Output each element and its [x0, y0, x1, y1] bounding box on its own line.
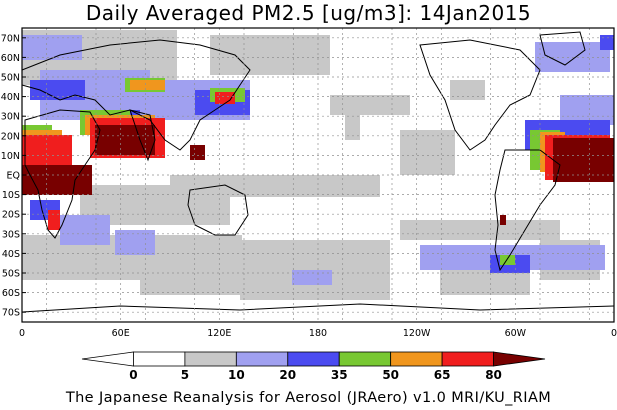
field-patch [22, 35, 82, 60]
lat-label: 70S [2, 308, 20, 319]
lon-label: 120W [403, 328, 431, 339]
lat-label: 50N [1, 73, 20, 84]
field-patch [330, 95, 410, 115]
field-patch [400, 130, 455, 175]
field-patch [140, 265, 240, 295]
coastline-antarctica [21, 303, 615, 313]
pm25-field-layer [22, 30, 614, 300]
colorbar-swatch [184, 351, 237, 367]
field-patch [30, 80, 85, 100]
colorbar-tick-label: 20 [279, 368, 296, 382]
field-patch [500, 255, 515, 265]
colorbar-tick-label: 50 [382, 368, 399, 382]
colorbar-tick-label: 5 [181, 368, 189, 382]
lat-label: 10S [2, 190, 20, 201]
lat-label: EQ [7, 171, 20, 182]
field-patch [210, 35, 330, 75]
colorbar-swatch [338, 351, 392, 367]
coastline-india [129, 109, 156, 162]
field-patch [95, 125, 155, 155]
coastline-south-america [494, 149, 561, 272]
field-patch [450, 80, 485, 100]
field-patch [553, 138, 614, 182]
field-patch [60, 215, 110, 245]
map-title: Daily Averaged PM2.5 [ug/m3]: 14Jan2015 [85, 1, 532, 25]
gridlines [21, 28, 615, 322]
coastline-greenland [539, 31, 586, 66]
field-patch [600, 35, 614, 50]
lat-label: 60S [2, 288, 20, 299]
field-patch [500, 215, 506, 225]
coastline-australia [187, 184, 249, 236]
field-patch [170, 175, 380, 197]
field-patch [345, 115, 360, 140]
lon-label: 180 [309, 328, 327, 339]
field-patch [292, 270, 332, 285]
latitude-labels: 70N 60N 50N 40N 30N 20N 10N EQ 10S 20S 30S 40S 50S 60… [1, 33, 26, 319]
lon-label: 60E [112, 328, 130, 339]
field-patch [22, 165, 92, 195]
colorbar-swatch [493, 351, 546, 367]
colorbar-tick-label: 80 [485, 368, 502, 382]
colorbar-swatch [235, 351, 289, 367]
map-footer: The Japanese Reanalysis for Aerosol (JRA… [65, 390, 552, 406]
field-patch [115, 230, 155, 255]
lat-label: 60N [1, 53, 20, 64]
lat-label: 50S [2, 269, 20, 280]
longitude-labels: 0 60E 120E 180 120W 60W 0 [19, 328, 617, 339]
field-patch [400, 220, 560, 240]
colorbar-tick-label: 65 [434, 368, 451, 382]
coastline-africa [24, 109, 101, 239]
colorbar-swatch [287, 351, 340, 367]
lat-label: 20N [1, 131, 20, 142]
field-patch [190, 145, 205, 160]
colorbar-swatch [390, 351, 443, 367]
field-patch [48, 210, 60, 230]
colorbar-swatch [133, 351, 186, 367]
colorbar-swatch [441, 351, 494, 367]
field-patch [130, 80, 165, 90]
lat-label: 40S [2, 249, 20, 260]
lat-label: 30S [2, 229, 20, 240]
colorbar: 0 5 10 20 35 50 65 80 [81, 351, 546, 382]
colorbar-swatch [81, 351, 134, 367]
lat-label: 30N [1, 112, 20, 123]
lat-label: 20S [2, 210, 20, 221]
colorbar-tick-label: 10 [228, 368, 245, 382]
lat-label: 10N [1, 151, 20, 162]
lon-label: 0 [19, 328, 25, 339]
lon-label: 120E [207, 328, 231, 339]
colorbar-tick-label: 0 [129, 368, 137, 382]
colorbar-tick-label: 35 [331, 368, 348, 382]
lat-label: 70N [1, 33, 20, 44]
coastline-north-america [419, 39, 541, 151]
lon-label: 0 [611, 328, 617, 339]
field-patch [535, 42, 610, 72]
field-patch [215, 92, 235, 104]
lat-label: 40N [1, 92, 20, 103]
lon-label: 60W [505, 328, 527, 339]
